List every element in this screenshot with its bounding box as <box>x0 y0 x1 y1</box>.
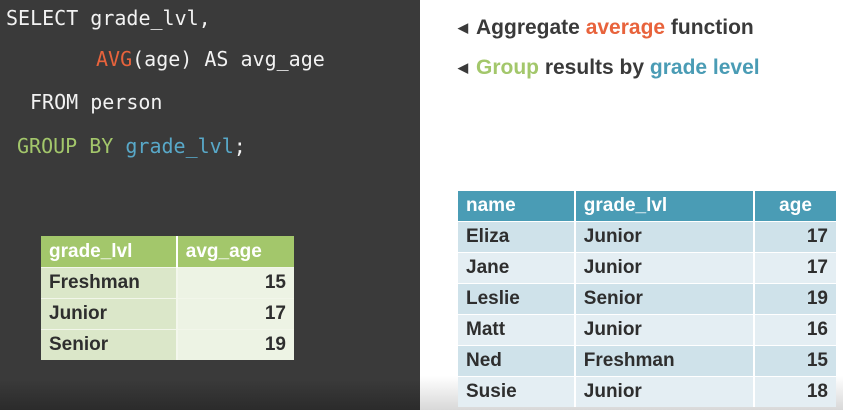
person-cell-name: Susie <box>458 376 575 407</box>
result-cell-grade: Senior <box>41 329 178 360</box>
result-header-avg-age: avg_age <box>176 236 294 268</box>
person-cell-grade: Junior <box>573 314 756 346</box>
left-triangle-icon: ◀ <box>458 60 468 75</box>
left-triangle-icon: ◀ <box>458 20 468 35</box>
sql-semicolon: ; <box>233 134 246 158</box>
result-cell-grade: Freshman <box>41 267 178 299</box>
person-header-age: age <box>754 191 836 222</box>
person-cell-age: 16 <box>754 314 836 346</box>
sql-line-group-by: GROUP BY grade_lvl; <box>17 134 246 158</box>
note-group-accent: Group <box>476 56 539 79</box>
sql-select-text: SELECT grade_lvl, <box>6 6 211 30</box>
result-cell-avg: 17 <box>176 298 294 330</box>
note-aggregate-after: function <box>665 16 754 39</box>
person-cell-grade: Senior <box>573 283 756 315</box>
note-aggregate-accent: average <box>585 16 666 39</box>
sql-group-by-column: grade_lvl <box>125 134 234 158</box>
sql-line-from: FROM person <box>30 90 162 114</box>
person-cell-name: Matt <box>458 314 575 346</box>
person-header-name: name <box>458 191 576 222</box>
person-cell-grade: Junior <box>573 376 756 407</box>
table-row: Susie Junior 18 <box>458 376 836 407</box>
table-row: Junior 17 <box>41 298 294 330</box>
person-table-header: name grade_lvl age <box>458 191 836 222</box>
sql-from-text: FROM person <box>30 90 163 114</box>
person-cell-name: Eliza <box>458 221 575 253</box>
table-row: Freshman 15 <box>41 267 294 299</box>
person-cell-name: Ned <box>458 345 575 377</box>
sql-group-by-keyword: GROUP BY <box>17 134 114 158</box>
panel-shadow <box>0 380 420 410</box>
person-cell-age: 18 <box>754 376 836 407</box>
table-row: Jane Junior 17 <box>458 252 836 284</box>
sql-line-select: SELECT grade_lvl, <box>6 6 211 30</box>
table-row: Leslie Senior 19 <box>458 283 836 315</box>
person-cell-grade: Freshman <box>573 345 756 377</box>
person-header-grade-lvl: grade_lvl <box>574 191 756 222</box>
code-panel: SELECT grade_lvl, AVG(age) AS avg_age FR… <box>0 0 420 410</box>
sql-line-avg: AVG(age) AS avg_age <box>96 47 325 71</box>
table-row: Senior 19 <box>41 329 294 360</box>
person-cell-age: 15 <box>754 345 836 377</box>
person-table: name grade_lvl age Eliza Junior 17 Jane … <box>458 191 836 407</box>
note-aggregate: ◀ Aggregate average function <box>458 16 754 40</box>
sql-avg-rest: (age) AS avg_age <box>132 47 325 71</box>
table-row: Matt Junior 16 <box>458 314 836 346</box>
note-group-middle: results by <box>539 56 650 79</box>
note-group: ◀ Group results by grade level <box>458 56 760 80</box>
result-cell-avg: 19 <box>176 329 294 360</box>
table-row: Ned Freshman 15 <box>458 345 836 377</box>
person-cell-grade: Junior <box>573 252 756 284</box>
person-cell-age: 19 <box>754 283 836 315</box>
note-aggregate-before: Aggregate <box>476 16 586 39</box>
person-cell-age: 17 <box>754 221 836 253</box>
person-cell-name: Jane <box>458 252 575 284</box>
person-cell-name: Leslie <box>458 283 575 315</box>
person-cell-grade: Junior <box>573 221 756 253</box>
result-header-grade-lvl: grade_lvl <box>41 236 178 268</box>
result-cell-avg: 15 <box>176 267 294 299</box>
result-table: grade_lvl avg_age Freshman 15 Junior 17 … <box>41 236 294 360</box>
result-table-header: grade_lvl avg_age <box>41 236 294 268</box>
note-group-accent2: grade level <box>649 56 760 79</box>
person-cell-age: 17 <box>754 252 836 284</box>
sql-avg-function: AVG <box>96 47 133 71</box>
result-cell-grade: Junior <box>41 298 178 330</box>
table-row: Eliza Junior 17 <box>458 221 836 253</box>
